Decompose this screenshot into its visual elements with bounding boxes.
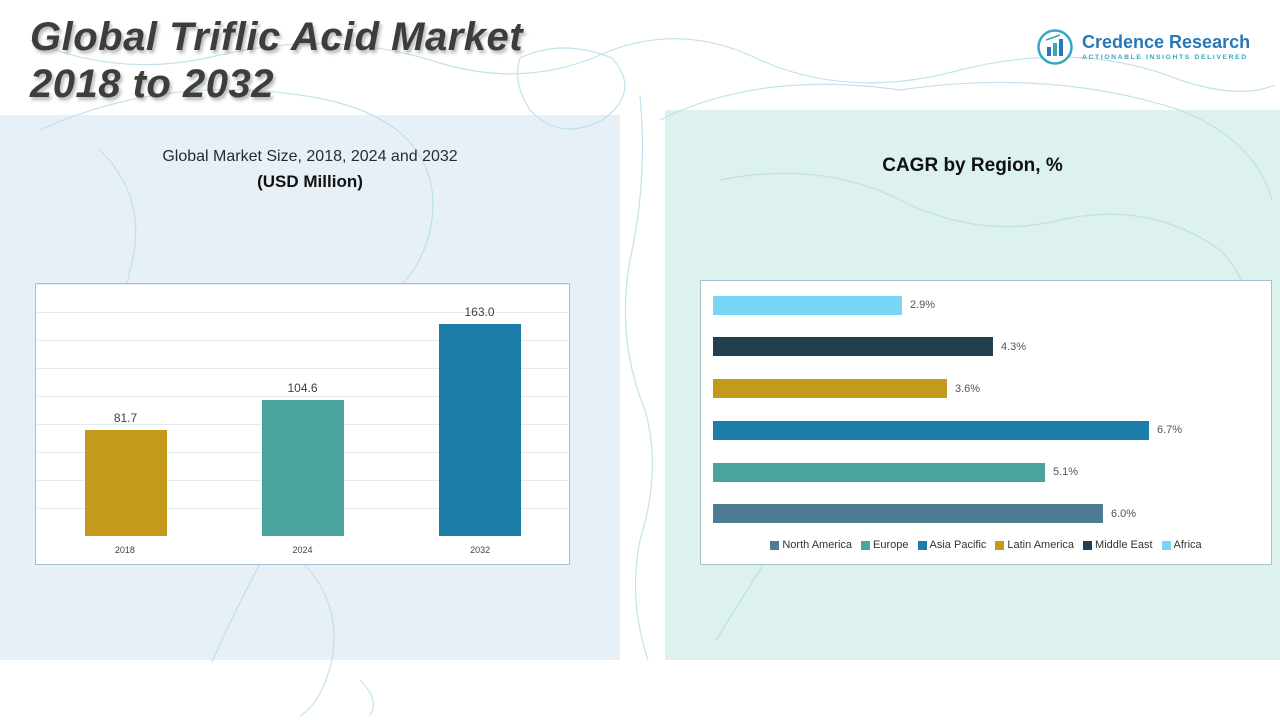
legend-item-europe: Europe	[861, 539, 909, 551]
page-title: Global Triflic Acid Market 2018 to 2032	[30, 14, 523, 108]
legend-item-middle-east: Middle East	[1083, 539, 1153, 551]
cagr-legend: North America Europe Asia Pacific Latin Ame…	[713, 534, 1259, 556]
cagr-row-africa: 2.9%	[713, 295, 1259, 315]
legend-label: Asia Pacific	[929, 539, 987, 551]
cagr-bar-africa	[713, 295, 902, 315]
market-size-title-line1: Global Market Size, 2018, 2024 and 2032	[162, 148, 458, 165]
logo-chart-icon	[1037, 29, 1073, 65]
cagr-value-label: 6.7%	[1157, 424, 1183, 437]
bar-value-label: 104.6	[287, 381, 318, 395]
cagr-value-label: 3.6%	[955, 382, 981, 395]
legend-item-africa: Africa	[1161, 539, 1202, 551]
cagr-row-latin-america: 3.6%	[713, 379, 1259, 399]
cagr-row-middle-east: 4.3%	[713, 337, 1259, 357]
legend-item-latin-america: Latin America	[995, 539, 1074, 551]
bar-group-2018: 81.7	[84, 411, 167, 536]
bar-value-label: 81.7	[113, 411, 138, 425]
legend-swatch	[917, 540, 927, 550]
legend-label: Latin America	[1007, 539, 1075, 551]
cagr-bar-north-america	[713, 504, 1103, 524]
market-size-chart: 81.7 104.6 163.0 2018 2024 2032	[35, 283, 570, 565]
bar-value-label: 163.0	[464, 305, 495, 319]
page-title-line1: Global Triflic Acid Market	[30, 15, 524, 59]
cagr-bar-europe	[713, 462, 1045, 482]
bar-category-label: 2018	[114, 545, 135, 555]
bar-category-label: 2032	[470, 545, 491, 555]
cagr-rows: 2.9% 4.3% 3.6% 6.7% 5.1% 6.0%	[713, 295, 1259, 534]
bar-category-label: 2024	[292, 545, 313, 555]
legend-label: North America	[782, 539, 853, 551]
legend-swatch	[861, 540, 871, 550]
cagr-bar-latin-america	[713, 379, 947, 399]
cagr-chart: 2.9% 4.3% 3.6% 6.7% 5.1% 6.0% North America Eu…	[700, 280, 1272, 565]
bar-2024	[261, 400, 344, 536]
cagr-row-north-america: 6.0%	[713, 504, 1259, 524]
legend-label: Africa	[1173, 539, 1202, 551]
cagr-value-label: 6.0%	[1111, 507, 1137, 520]
cagr-value-label: 5.1%	[1053, 466, 1079, 479]
cagr-value-label: 4.3%	[1001, 340, 1027, 353]
bar-2032	[438, 324, 521, 536]
cagr-value-label: 2.9%	[910, 299, 936, 311]
market-size-plot: 81.7 104.6 163.0	[37, 284, 568, 536]
cagr-bar-middle-east	[713, 337, 993, 357]
cagr-title: CAGR by Region, %	[882, 155, 1063, 176]
logo-text: Credence Research Actionable Insights De…	[1082, 31, 1251, 62]
legend-item-north-america: North America	[770, 539, 852, 551]
bar-group-2032: 163.0	[438, 305, 521, 536]
cagr-row-asia-pacific: 6.7%	[713, 420, 1259, 440]
brand-logo: Credence Research Actionable Insights De…	[1036, 28, 1250, 66]
cagr-row-europe: 5.1%	[713, 462, 1259, 482]
legend-swatch	[995, 540, 1005, 550]
brand-name: Credence Research	[1082, 31, 1251, 52]
brand-tagline: Actionable Insights Delivered	[1082, 54, 1248, 62]
legend-label: Middle East	[1095, 539, 1153, 551]
market-size-categories: 2018 2024 2032	[36, 536, 569, 564]
market-size-title-line2: (USD Million)	[257, 172, 363, 191]
page-title-line2: 2018 to 2032	[30, 62, 274, 107]
legend-swatch	[770, 540, 780, 550]
legend-label: Europe	[873, 539, 909, 551]
legend-swatch	[1083, 540, 1093, 550]
legend-swatch	[1161, 540, 1171, 550]
legend-item-asia-pacific: Asia Pacific	[917, 539, 987, 551]
bar-2018	[84, 430, 167, 536]
bar-group-2024: 104.6	[261, 381, 344, 536]
cagr-bar-asia-pacific	[713, 420, 1149, 440]
market-size-title: Global Market Size, 2018, 2024 and 2032 …	[0, 148, 620, 192]
